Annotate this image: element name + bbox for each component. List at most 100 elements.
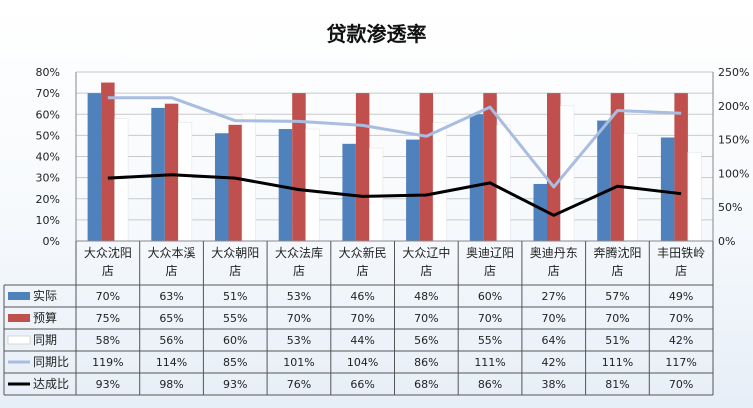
data-table-value: 48%: [414, 290, 438, 303]
category-label: 店: [611, 264, 623, 278]
bar-同期: [241, 113, 256, 242]
category-label: 店: [548, 264, 560, 278]
category-label: 丰田铁岭: [657, 246, 705, 260]
line-series: [107, 96, 682, 217]
bar-预算: [292, 93, 306, 241]
y-left-tick-label: 60%: [36, 108, 60, 121]
data-table-value: 44%: [350, 334, 374, 347]
data-table-value: 60%: [478, 290, 502, 303]
y-left-tick-label: 20%: [36, 193, 60, 206]
data-table-value: 117%: [665, 356, 696, 369]
y-right-tick-label: 0%: [718, 235, 735, 248]
data-table-value: 68%: [414, 378, 438, 391]
bar-同期: [114, 118, 129, 242]
data-table-value: 81%: [605, 378, 629, 391]
bar-预算: [164, 103, 179, 241]
left-axis-ticks: 0% 10% 20% 30% 40% 50% 60% 70% 80%: [36, 66, 60, 248]
legend-key-同期: [7, 335, 31, 345]
data-table-value: 42%: [542, 356, 566, 369]
category-label: 大众法库: [275, 245, 323, 260]
legend-label: 同期: [33, 333, 57, 347]
y-right-tick-label: 50%: [718, 201, 742, 214]
y-left-tick-label: 50%: [36, 129, 60, 142]
data-table-value: 101%: [283, 356, 314, 369]
bar-预算: [547, 93, 561, 241]
y-right-tick-label: 150%: [718, 134, 749, 147]
data-table-value: 55%: [223, 312, 247, 325]
data-table-value: 42%: [669, 334, 693, 347]
data-table-value: 70%: [542, 312, 566, 325]
legend-key-实际: [8, 292, 30, 300]
y-left-tick-label: 80%: [36, 66, 60, 79]
data-table-value: 70%: [414, 312, 438, 325]
data-table-value: 86%: [478, 378, 502, 391]
bar-同期: [178, 122, 193, 242]
category-label: 店: [293, 264, 305, 278]
bar-同期: [687, 151, 702, 242]
bar-series: [87, 82, 702, 242]
bar-同期: [496, 124, 511, 242]
chart-title: 贷款渗透率: [326, 22, 427, 46]
data-table-value: 51%: [605, 334, 629, 347]
data-table-value: 63%: [159, 290, 183, 303]
y-left-tick-label: 10%: [36, 214, 60, 227]
data-table-value: 76%: [287, 378, 311, 391]
data-table-value: 70%: [350, 312, 374, 325]
legend-label: 达成比: [33, 377, 69, 391]
data-table-value: 27%: [542, 290, 566, 303]
data-table-value: 114%: [156, 356, 187, 369]
category-label: 大众辽中: [402, 245, 450, 260]
data-table-value: 46%: [350, 290, 374, 303]
y-left-tick-label: 40%: [36, 151, 60, 164]
category-label: 大众朝阳: [211, 246, 259, 260]
data-table-value: 75%: [96, 312, 120, 325]
bar-同期: [305, 128, 320, 242]
data-table-value: 56%: [414, 334, 438, 347]
data-table-value: 111%: [602, 356, 633, 369]
data-table-value: 111%: [474, 356, 505, 369]
data-table-value: 70%: [287, 312, 311, 325]
data-table-value: 93%: [96, 378, 120, 391]
y-right-tick-label: 200%: [718, 100, 749, 113]
category-label: 大众沈阳: [84, 245, 132, 260]
legend-key-预算: [8, 314, 30, 322]
category-label: 奔腾沈阳: [593, 245, 641, 260]
bar-预算: [101, 82, 115, 241]
data-table-value: 57%: [605, 290, 629, 303]
data-table-value: 51%: [223, 290, 247, 303]
data-table-value: 49%: [669, 290, 693, 303]
bar-预算: [355, 93, 370, 241]
category-label: 店: [357, 264, 369, 278]
data-table-value: 70%: [96, 290, 120, 303]
category-label: 店: [675, 264, 687, 278]
category-label: 大众新民: [339, 245, 387, 260]
y-right-tick-label: 100%: [718, 167, 749, 180]
line-同期比: [107, 96, 682, 189]
data-table-value: 70%: [605, 312, 629, 325]
bar-实际: [533, 183, 547, 241]
legend-label: 实际: [33, 288, 57, 303]
category-label: 店: [102, 264, 114, 278]
category-label: 奥迪丹东: [530, 246, 578, 260]
data-table-value: 93%: [223, 378, 247, 391]
category-label: 店: [229, 264, 241, 278]
bar-预算: [483, 93, 497, 241]
data-table-value: 70%: [669, 378, 693, 391]
y-left-tick-label: 70%: [36, 87, 60, 100]
bar-同期: [432, 122, 447, 242]
legend-label: 预算: [33, 310, 57, 325]
data-table-value: 60%: [223, 334, 247, 347]
data-table-value: 53%: [287, 334, 311, 347]
data-table-value: 64%: [542, 334, 566, 347]
bar-实际: [342, 143, 356, 241]
bar-同期: [560, 105, 575, 242]
bar-实际: [278, 129, 293, 241]
data-table-value: 119%: [92, 356, 123, 369]
category-label: 大众本溪: [148, 246, 196, 260]
bar-实际: [597, 120, 611, 241]
bar-预算: [610, 93, 625, 241]
bar-实际: [469, 114, 484, 241]
data-table-value: 85%: [223, 356, 247, 369]
